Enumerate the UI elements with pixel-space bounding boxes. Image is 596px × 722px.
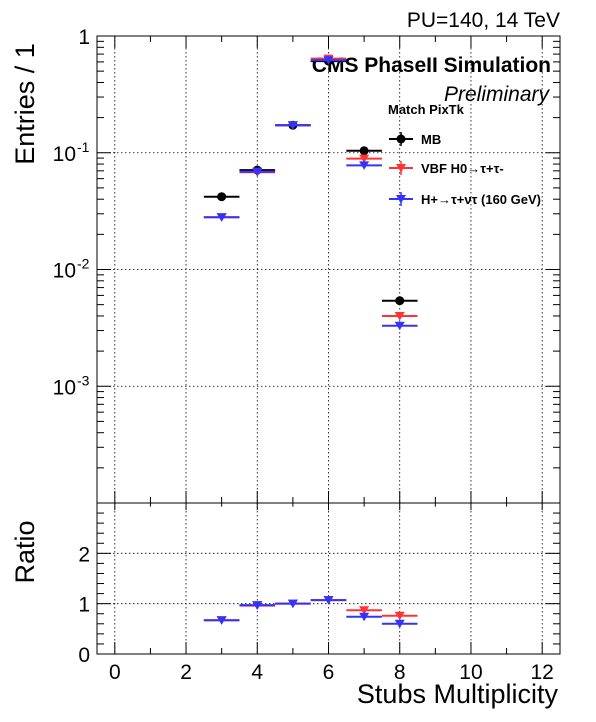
x-tick-label: 4 <box>251 661 263 684</box>
top-series-2 <box>203 56 418 331</box>
bottom-y-tick-label: 0 <box>78 644 90 667</box>
data-point-marker <box>216 213 227 222</box>
data-point-marker <box>323 56 334 65</box>
data-point-marker <box>287 121 298 130</box>
x-tick-label: 0 <box>109 661 121 684</box>
top-y-axis-title: Entries / 1 <box>10 43 40 165</box>
data-point-marker <box>287 599 298 609</box>
legend-marker <box>396 164 406 173</box>
legend-entry-label: VBF H0→τ+τ- <box>421 161 504 176</box>
top-series-0 <box>203 56 418 306</box>
data-point-marker <box>359 154 370 164</box>
top-y-tick-exponent: -3 <box>77 372 90 388</box>
top-y-tick-label: 10 <box>53 376 76 399</box>
top-y-tick-label: 10 <box>53 260 76 283</box>
x-tick-label: 2 <box>180 661 192 684</box>
cms-label: CMS PhaseII Simulation <box>312 54 551 77</box>
x-tick-label: 10 <box>459 661 482 684</box>
data-point-marker <box>216 616 227 625</box>
data-point-marker <box>394 619 405 629</box>
data-point-marker <box>217 192 227 202</box>
data-point-marker <box>394 311 405 321</box>
bottom-y-axis-title: Ratio <box>10 520 40 583</box>
top-y-tick-exponent: -2 <box>77 256 90 272</box>
data-point-marker <box>323 596 334 605</box>
data-point-marker <box>252 167 263 177</box>
legend-entry-label: MB <box>421 132 441 147</box>
top-y-tick-label: 1 <box>78 26 90 49</box>
data-point-marker <box>359 146 369 156</box>
data-point-marker <box>359 161 370 170</box>
data-point-marker <box>394 611 405 621</box>
top-y-tick-exponent: -1 <box>77 139 90 155</box>
legend-entry-label: H+→τ+ντ (160 GeV) <box>421 192 541 207</box>
legend-title: Match PixTk <box>388 102 465 117</box>
top-series-1 <box>203 54 418 321</box>
x-axis-title: Stubs Multiplicity <box>357 679 559 709</box>
x-tick-label: 8 <box>394 661 406 684</box>
data-point-marker <box>359 606 370 615</box>
legend-marker <box>396 134 406 144</box>
x-tick-label: 12 <box>531 661 554 684</box>
data-point-marker <box>252 601 263 610</box>
bottom-y-tick-label: 2 <box>78 543 90 566</box>
pu-energy-label: PU=140, 14 TeV <box>407 9 560 32</box>
data-point-marker <box>359 612 370 622</box>
data-point-marker <box>395 296 405 306</box>
bottom-y-tick-label: 1 <box>78 594 90 617</box>
data-point-marker <box>394 321 405 331</box>
bottom-series-1 <box>203 596 418 629</box>
x-tick-label: 6 <box>323 661 335 684</box>
legend-marker <box>396 195 406 204</box>
top-y-tick-label: 10 <box>53 143 76 166</box>
